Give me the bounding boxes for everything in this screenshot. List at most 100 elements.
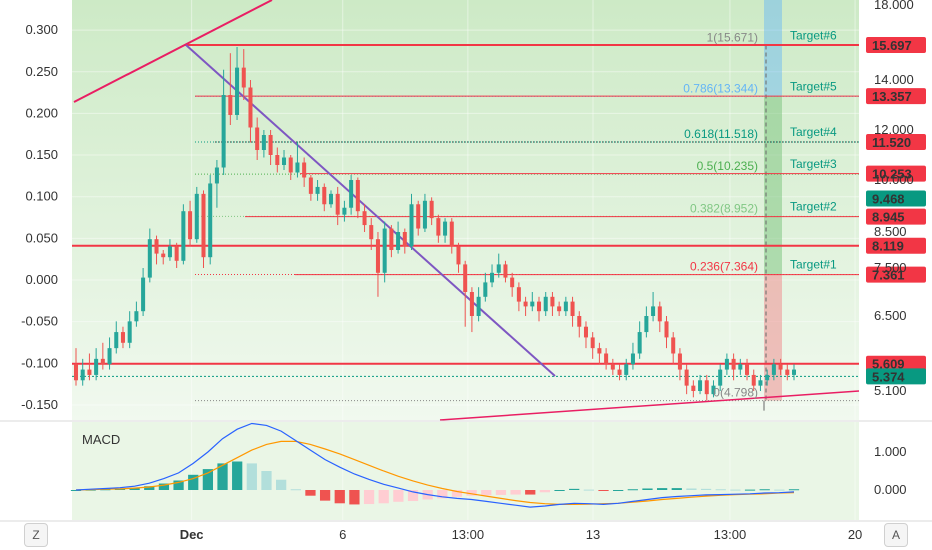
macd-pane-background bbox=[72, 422, 859, 520]
fib-zone-green bbox=[764, 96, 782, 275]
macd-histogram-bar bbox=[232, 461, 243, 490]
target-label: Target#5 bbox=[790, 79, 837, 93]
candle-body bbox=[147, 239, 152, 278]
candle-body bbox=[282, 157, 287, 165]
candle-body bbox=[416, 204, 421, 229]
macd-histogram-bar bbox=[583, 489, 594, 491]
price-tag bbox=[866, 37, 926, 53]
candle-body bbox=[543, 296, 548, 312]
support-trendline bbox=[439, 390, 860, 421]
x-axis-tick: 13 bbox=[586, 527, 600, 542]
candle-body bbox=[745, 364, 750, 375]
upper-trendline bbox=[73, 0, 273, 103]
candle-body bbox=[389, 228, 394, 250]
candle-body bbox=[577, 316, 582, 327]
candle-body bbox=[100, 358, 105, 365]
price-tag-label: 8.945 bbox=[872, 210, 905, 225]
candle-body bbox=[456, 246, 461, 265]
candle-body bbox=[221, 95, 226, 168]
candle-body bbox=[765, 374, 770, 381]
candle-body bbox=[114, 332, 119, 349]
auto-scale-button[interactable]: A bbox=[884, 523, 908, 547]
candle-body bbox=[141, 277, 146, 312]
candle-body bbox=[557, 306, 562, 312]
macd-histogram-bar bbox=[569, 488, 580, 490]
macd-histogram-bar bbox=[598, 490, 609, 491]
price-tag bbox=[866, 237, 926, 254]
price-tag-label: 5.609 bbox=[872, 357, 905, 372]
macd-histogram-bar bbox=[744, 489, 756, 491]
macd-histogram-bar bbox=[627, 489, 638, 491]
candle-body bbox=[463, 264, 468, 292]
candle-body bbox=[396, 232, 401, 250]
target-label: Target#4 bbox=[790, 125, 837, 139]
fib-zone-blue bbox=[764, 0, 782, 97]
macd-histogram-bar bbox=[554, 490, 565, 491]
fib-label: 1(15.671) bbox=[707, 31, 758, 45]
candle-body bbox=[208, 183, 213, 258]
candle-body bbox=[355, 180, 360, 212]
candlesticks bbox=[73, 47, 797, 401]
candle-body bbox=[335, 193, 340, 215]
candle-body bbox=[261, 135, 266, 150]
price-tag bbox=[866, 355, 926, 372]
candle-body bbox=[610, 364, 615, 370]
right-axis-tick: 18.000 bbox=[874, 0, 914, 12]
macd-histogram-bar bbox=[305, 490, 316, 496]
candle-body bbox=[651, 306, 656, 316]
price-tag-label: 7.361 bbox=[872, 268, 905, 283]
candle-body bbox=[429, 200, 434, 219]
macd-line bbox=[75, 422, 795, 508]
candle-body bbox=[449, 221, 454, 247]
candle-body bbox=[604, 353, 609, 365]
macd-histogram-bar bbox=[759, 489, 770, 491]
candle-body bbox=[624, 364, 629, 375]
candle-body bbox=[738, 364, 743, 370]
candle-body bbox=[322, 186, 327, 205]
fib-label: 0(4.798) bbox=[713, 386, 758, 400]
candle-body bbox=[349, 180, 354, 208]
candle-body bbox=[657, 306, 662, 322]
x-axis-tick: 13:00 bbox=[714, 527, 747, 542]
right-axis-tick: 5.100 bbox=[874, 383, 907, 398]
candle-body bbox=[402, 232, 407, 247]
candle-body bbox=[550, 296, 555, 307]
candle-body bbox=[503, 264, 508, 278]
candle-body bbox=[127, 321, 132, 343]
candle-body bbox=[214, 167, 219, 184]
trendlines bbox=[73, 0, 860, 421]
candle-body bbox=[382, 228, 387, 273]
candle-body bbox=[80, 369, 85, 381]
macd-histogram-bar bbox=[246, 463, 257, 490]
candle-body bbox=[718, 369, 723, 386]
zoom-button[interactable]: Z bbox=[24, 523, 48, 547]
left-axis-tick: 0.300 bbox=[25, 22, 58, 37]
candle-body bbox=[791, 369, 797, 375]
macd-axis-tick: 0.000 bbox=[874, 482, 907, 497]
macd-axis-tick: 1.000 bbox=[874, 444, 907, 459]
x-axis: Dec 6 13:00 13 13:00 20 bbox=[180, 527, 863, 542]
left-axis-tick: -0.100 bbox=[21, 355, 58, 370]
right-axis-tick: 6.500 bbox=[874, 308, 907, 323]
price-tag-label: 8.119 bbox=[872, 239, 904, 254]
candle-body bbox=[523, 301, 528, 307]
macd-histogram-bar bbox=[393, 490, 404, 502]
candle-body bbox=[362, 211, 367, 226]
price-tag bbox=[866, 368, 926, 385]
price-tag bbox=[866, 165, 926, 182]
fib-label: 0.618(11.518) bbox=[684, 127, 758, 141]
candle-body bbox=[255, 127, 260, 150]
x-axis-tick: 20 bbox=[848, 527, 862, 542]
macd-histogram-bar bbox=[202, 469, 214, 490]
candle-body bbox=[510, 277, 515, 288]
price-tag-label: 10.253 bbox=[872, 167, 912, 182]
fib-zones bbox=[195, 0, 859, 411]
macd-histogram-bar bbox=[466, 490, 477, 496]
candle-body bbox=[181, 211, 186, 261]
candle-body bbox=[87, 369, 92, 375]
candle-body bbox=[235, 67, 240, 115]
price-tag bbox=[866, 208, 926, 225]
left-axis-tick: 0.250 bbox=[25, 64, 58, 79]
macd-histogram-bar bbox=[451, 490, 463, 497]
